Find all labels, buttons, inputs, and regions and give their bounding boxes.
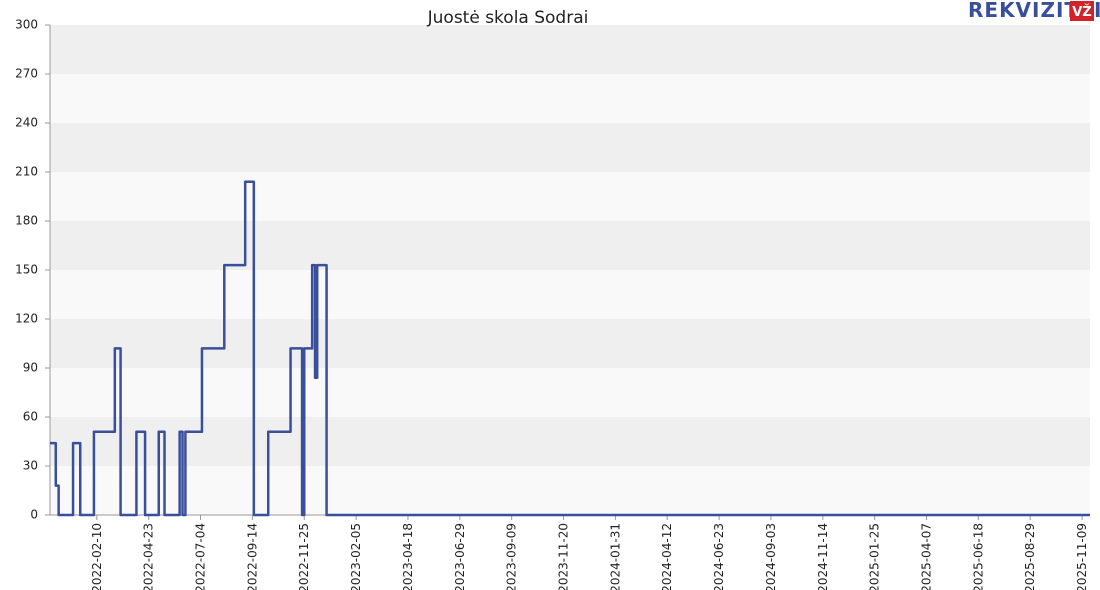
data-line [50,180,1090,517]
y-tick-label: 300 [15,18,38,32]
y-tick-label: 180 [15,214,38,228]
y-tick-label: 270 [15,67,38,81]
plot-area [50,25,1090,515]
x-tick-label: 2024-06-23 [712,523,726,590]
grid-band [50,123,1090,172]
x-tick-label: 2024-01-31 [608,523,622,590]
x-tick-label: 2023-09-09 [505,523,519,590]
y-tick-label: 210 [15,165,38,179]
x-tick-label: 2023-02-05 [349,523,363,590]
x-tick-label: 2022-04-23 [142,523,156,590]
x-tick-label: 2022-07-04 [194,523,208,590]
x-tick-label: 2023-06-29 [453,523,467,590]
x-tick-label: 2022-09-14 [245,523,259,590]
x-tick-label: 2025-06-18 [971,523,985,590]
grid-band [50,417,1090,466]
x-tick-label: 2024-04-12 [660,523,674,590]
y-tick-label: 30 [23,459,38,473]
chart-title: Juostė skola Sodrai [427,8,589,28]
x-tick-label: 2023-04-18 [401,523,415,590]
x-tick-label: 2025-08-29 [1023,523,1037,590]
x-tick-label: 2022-02-10 [90,523,104,590]
x-tick-label: 2023-11-20 [557,523,571,590]
y-tick-label: 240 [15,116,38,130]
grid-band [50,25,1090,74]
grid-band [50,319,1090,368]
y-tick-label: 150 [15,263,38,277]
x-tick-label: 2024-09-03 [764,523,778,590]
x-tick-label: 2025-01-25 [868,523,882,590]
x-tick-label: 2025-11-09 [1075,523,1089,590]
y-tick-label: 0 [30,508,38,522]
x-tick-label: 2025-04-07 [920,523,934,590]
logo-badge: VŽ [1072,4,1092,20]
logo: REKVIZITAI [968,0,1100,22]
logo-badge-bg [1070,1,1094,21]
grid-band [50,221,1090,270]
y-tick-label: 120 [15,312,38,326]
x-tick-label: 2024-11-14 [816,523,830,590]
y-tick-label: 60 [23,410,38,424]
y-tick-label: 90 [23,361,38,375]
x-tick-label: 2022-11-25 [297,523,311,590]
